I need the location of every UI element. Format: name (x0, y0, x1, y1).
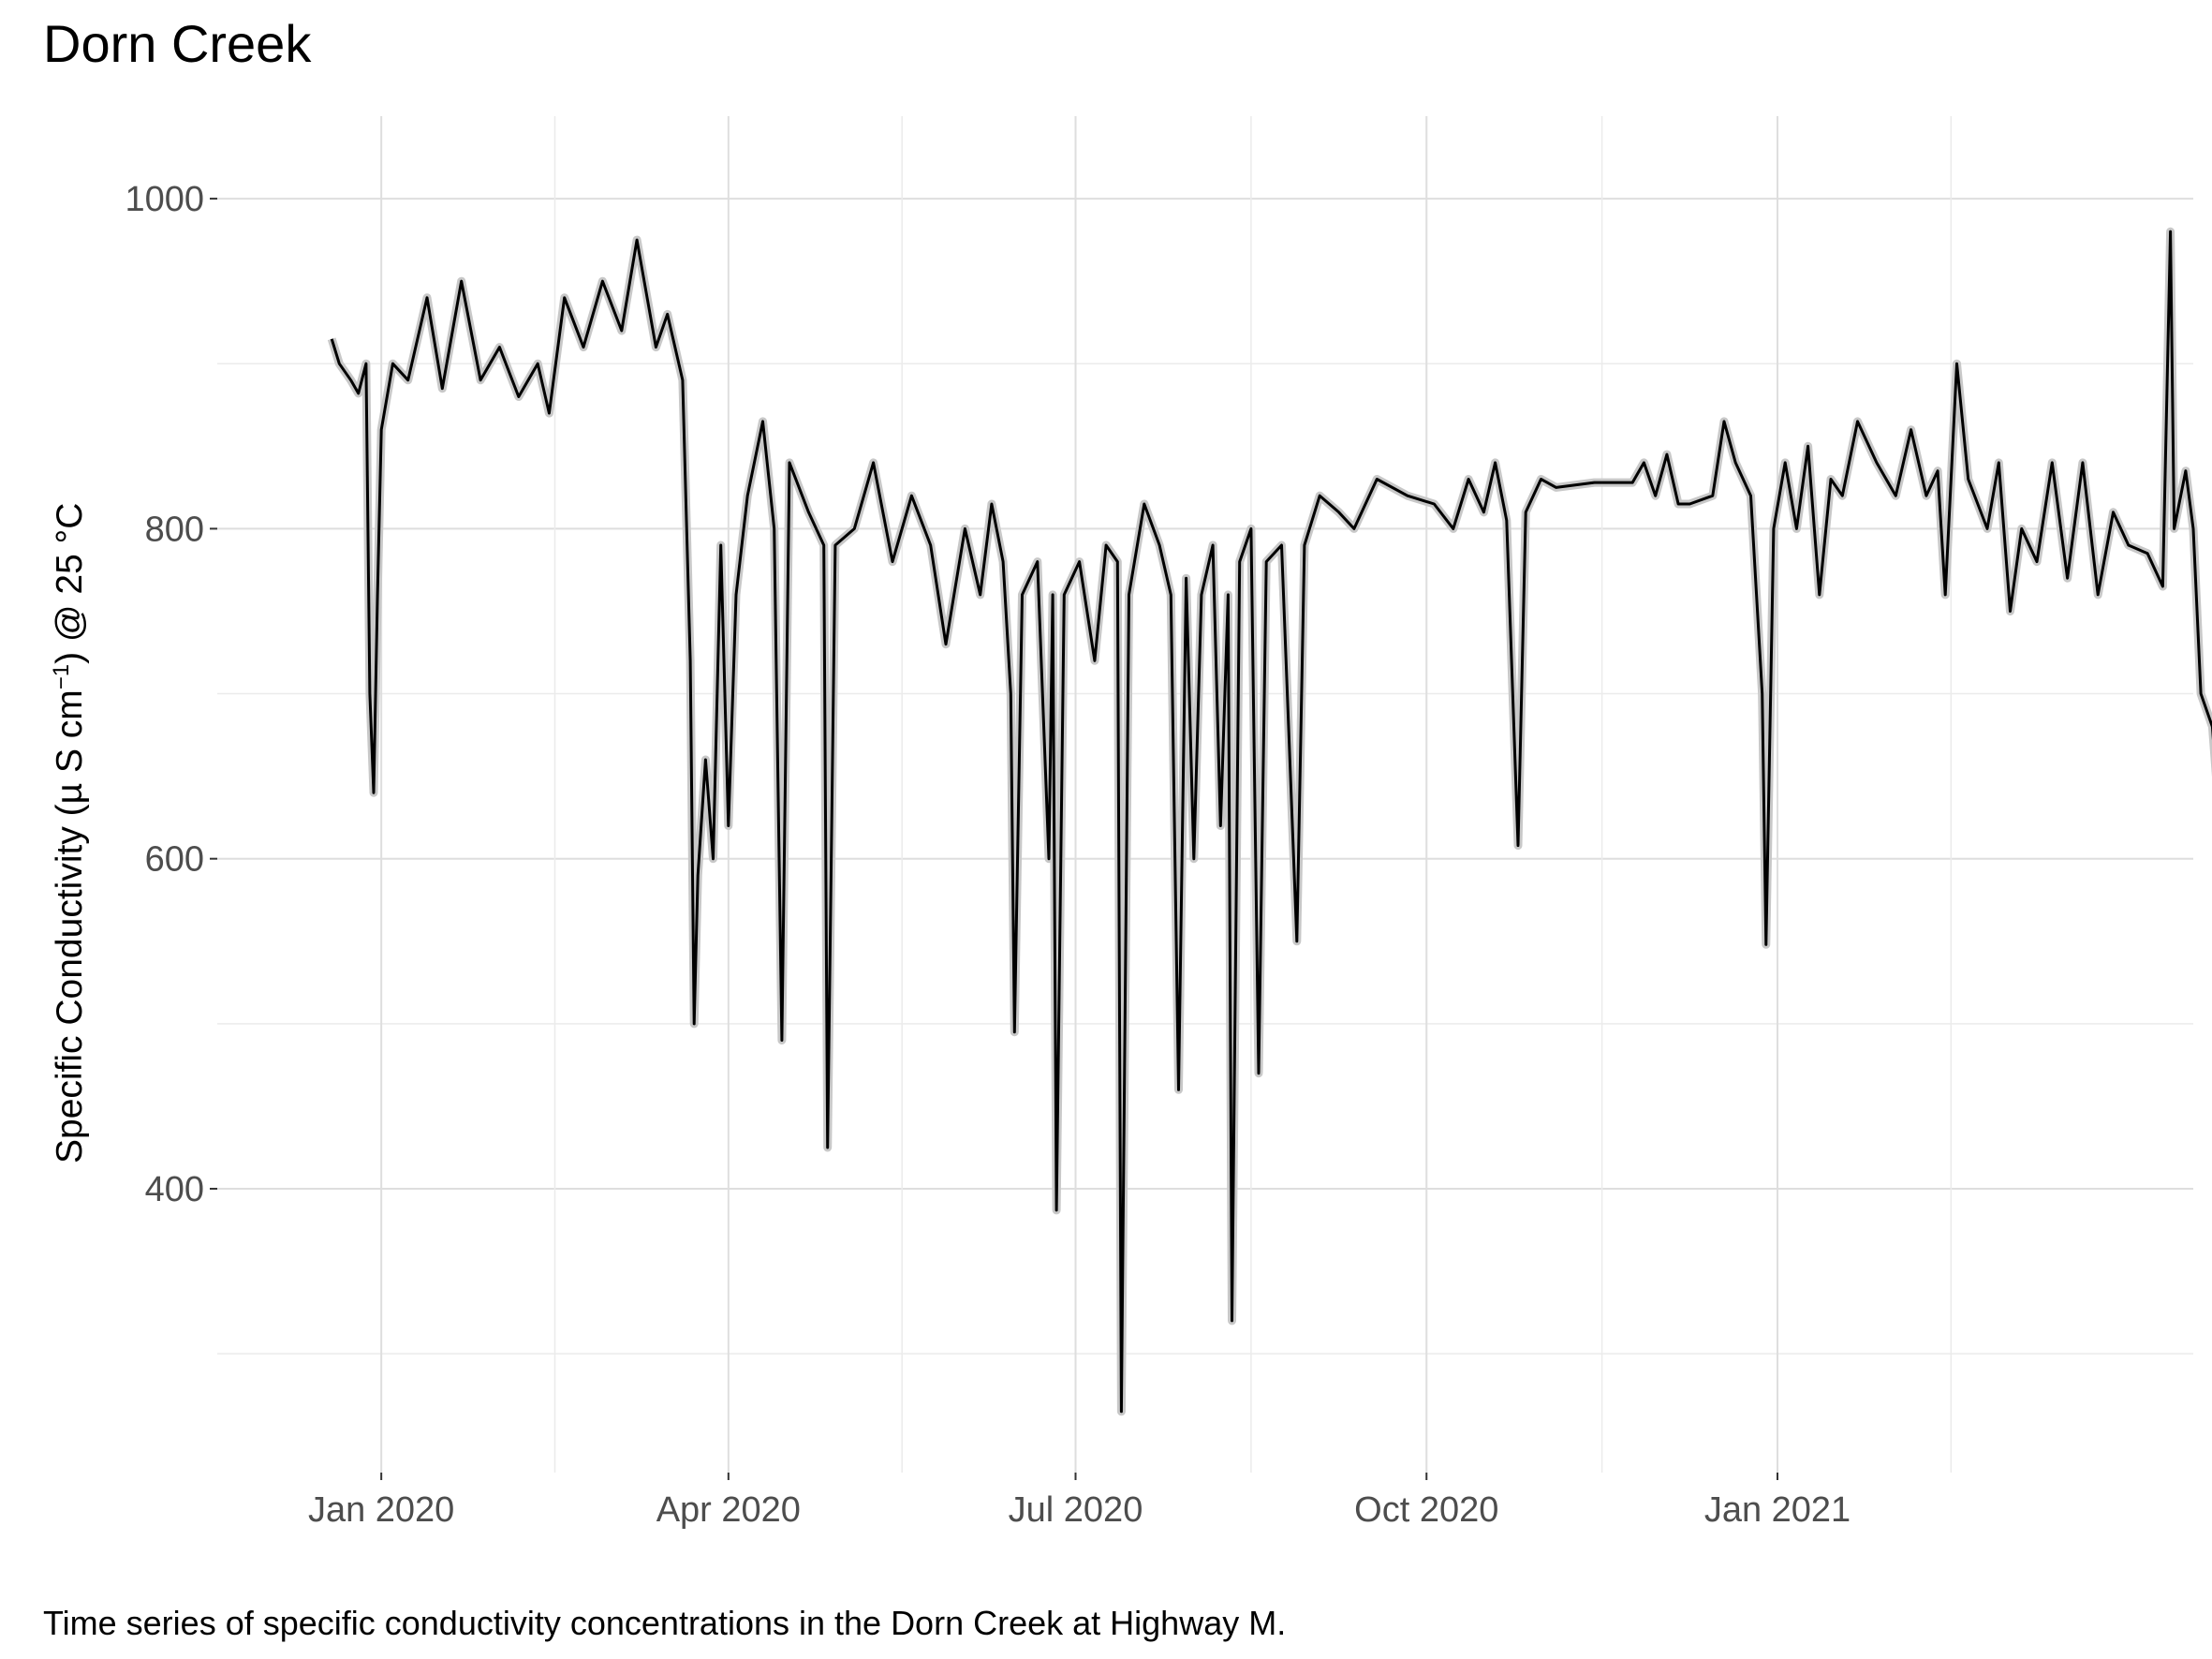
y-tick-label: 800 (145, 510, 204, 549)
y-axis-ticks: 400 600 800 1000 (125, 180, 217, 1209)
x-tick-label: Apr 2020 (656, 1490, 801, 1530)
grid (217, 116, 2193, 1473)
x-tick-label: Jan 2020 (308, 1490, 454, 1530)
x-tick-label: Jan 2021 (1704, 1490, 1851, 1530)
chart-caption: Time series of specific conductivity con… (43, 1604, 1287, 1642)
series-line-0 (330, 230, 2212, 1414)
y-tick-label: 1000 (125, 180, 204, 219)
chart-title: Dorn Creek (43, 14, 312, 73)
x-tick-label: Jul 2020 (1009, 1490, 1143, 1530)
y-tick-label: 400 (145, 1170, 204, 1209)
series-band (327, 227, 2212, 1416)
y-tick-label: 600 (145, 840, 204, 880)
x-tick-label: Oct 2020 (1354, 1490, 1498, 1530)
x-axis-ticks: Jan 2020 Apr 2020 Jul 2020 Oct 2020 Jan 2021 (308, 1473, 1851, 1530)
series-line (330, 230, 2212, 1414)
series-band-0 (327, 227, 2212, 1416)
